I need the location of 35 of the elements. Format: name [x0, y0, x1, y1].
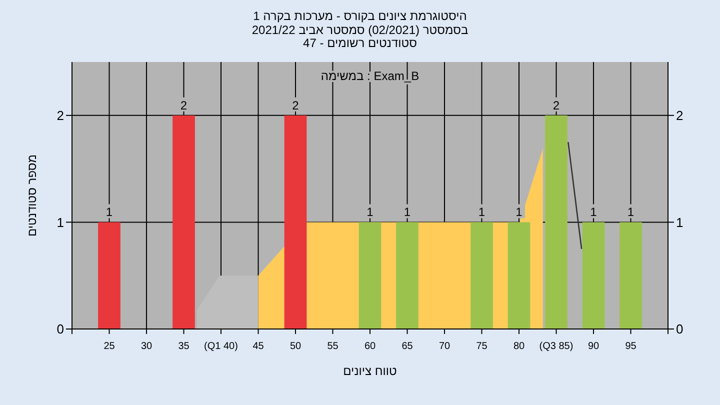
chart-subtitle: בסמסטר (02/2021) סמסטר אביב 2021/22 סטודנטים רשומים - 47 — [252, 23, 468, 50]
data-label: 2 — [552, 98, 560, 112]
x-tick-label: (Q1 40) — [204, 341, 238, 352]
x-tick-label: 75 — [476, 341, 488, 352]
y-axis-title: מספר סטודנטים — [25, 154, 39, 237]
y2-tick-label: 1 — [676, 214, 684, 230]
data-label: 1 — [516, 205, 523, 220]
x-tick-label: 55 — [327, 341, 339, 352]
x-tick-label: 70 — [438, 341, 450, 352]
chart-title: היסטוגרמת ציונים בקורס - מערכות בקרה 1 — [253, 9, 467, 23]
x-tick-label: 25 — [104, 341, 116, 352]
data-label: 2 — [292, 98, 300, 112]
x-tick-label: 35 — [178, 341, 190, 352]
data-label: 1 — [106, 205, 113, 220]
data-label: 1 — [590, 205, 598, 220]
y2-tick-label: 2 — [676, 108, 684, 123]
x-tick-label: 45 — [252, 341, 264, 352]
x-tick-label: 80 — [513, 341, 525, 352]
x-tick-label: 30 — [140, 341, 152, 352]
x-tick-label: 90 — [588, 341, 600, 352]
x-tick-label: 60 — [364, 341, 376, 352]
x-tick-label: (Q3 85) — [539, 341, 574, 352]
x-tick-label: 50 — [290, 341, 302, 352]
data-label: 1 — [366, 205, 374, 220]
x-tick-label: 95 — [625, 341, 637, 352]
x-tick-label: 65 — [402, 341, 414, 352]
data-label: 1 — [478, 205, 486, 220]
y-tick-label: 0 — [56, 322, 64, 337]
x-axis-title: טווח ציונים — [343, 364, 398, 378]
data-label: 2 — [180, 98, 188, 112]
y2-tick-label: 0 — [676, 322, 684, 337]
y-tick-label: 1 — [56, 214, 64, 230]
data-label: 1 — [404, 205, 411, 220]
data-label: 1 — [627, 205, 634, 220]
y-tick-label: 2 — [56, 108, 64, 123]
